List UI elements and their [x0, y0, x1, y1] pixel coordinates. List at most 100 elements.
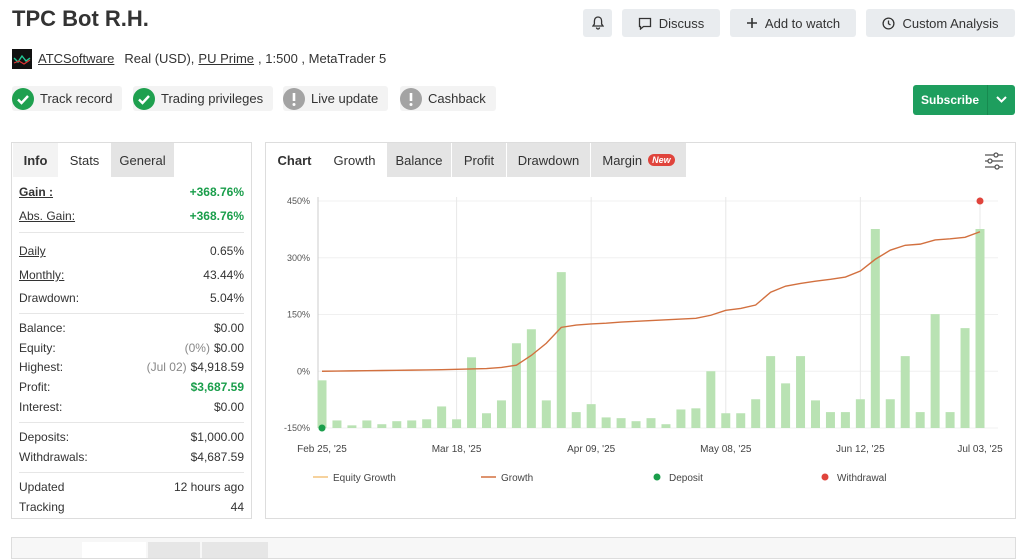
x-tick-label: Jun 12, '25 — [836, 444, 885, 455]
bar — [392, 421, 402, 428]
badge: Track record — [12, 86, 123, 111]
stat-row: Interest: $0.00 — [19, 399, 244, 415]
watch-button[interactable]: Add to watch — [730, 9, 856, 37]
stats-tab[interactable]: Info — [13, 143, 58, 177]
stat-row: Monthly: 43.44% — [19, 267, 244, 283]
separator — [19, 422, 244, 423]
stat-value-group: 0.65% — [210, 244, 244, 258]
stat-row: Withdrawals: $4,687.59 — [19, 449, 244, 465]
bar — [736, 413, 746, 428]
chart-panel: 450% 300% 150% 0% -150% Feb 25, '25 Mar 18, '2… — [265, 142, 1016, 519]
bar — [796, 356, 806, 428]
bar — [422, 419, 432, 428]
bar — [482, 413, 491, 428]
analysis-button[interactable]: Custom Analysis — [866, 9, 1015, 37]
plus-icon — [746, 18, 757, 28]
stat-label: Interest: — [19, 400, 63, 414]
notify-button[interactable] — [583, 9, 612, 37]
bar — [601, 417, 611, 428]
check-icon — [12, 87, 34, 110]
stat-value: 5.04% — [209, 291, 244, 305]
subscribe-button[interactable]: Subscribe — [913, 85, 1015, 115]
author-link[interactable]: ATCSoftware — [38, 51, 115, 66]
chart-tab[interactable]: Balance — [387, 143, 451, 177]
bar — [556, 272, 566, 428]
account-info: ATCSoftware Real (USD), PU Prime , 1:500… — [38, 51, 386, 66]
bar — [781, 383, 791, 428]
stat-label: Gain : — [19, 185, 54, 199]
tab-label: Drawdown — [517, 152, 580, 168]
bar — [407, 420, 417, 428]
button-label: Discuss — [658, 15, 705, 31]
bar — [706, 371, 716, 428]
bar — [437, 406, 447, 428]
chat-icon — [638, 17, 651, 30]
stat-label: Abs. Gain: — [19, 209, 76, 223]
bar — [496, 400, 506, 428]
x-tick-label: Jul 03, '25 — [957, 444, 1003, 455]
stat-row: Highest: (Jul 02) $4,918.59 — [19, 359, 244, 375]
chart-tab[interactable]: Profit — [452, 143, 506, 177]
separator — [19, 472, 244, 473]
stat-value: 12 hours ago — [173, 480, 244, 494]
legend-swatch — [821, 473, 829, 481]
chart-tab[interactable]: Margin New — [591, 143, 686, 177]
stat-note: (Jul 02) — [146, 360, 187, 374]
deposit-marker — [318, 424, 326, 432]
button-label: Custom Analysis — [902, 15, 999, 31]
bar — [900, 356, 910, 428]
button-label: Subscribe — [920, 93, 980, 107]
bar — [347, 425, 357, 428]
y-tick-label: 0% — [297, 366, 310, 376]
bar — [811, 400, 820, 428]
stat-value-group: 5.04% — [210, 291, 244, 305]
bar — [377, 424, 387, 428]
badge: Live update — [283, 86, 389, 111]
author-avatar — [12, 49, 32, 69]
y-tick-label: -150% — [284, 423, 310, 433]
stat-row: Drawdown: 5.04% — [19, 290, 244, 306]
legend-swatch — [653, 473, 661, 481]
bar — [541, 400, 551, 428]
stat-value: $1,000.00 — [190, 430, 244, 444]
stat-row: Profit: $3,687.59 — [19, 379, 244, 395]
account-details: , 1:500 , MetaTrader 5 — [258, 51, 387, 66]
withdrawal-marker — [976, 197, 984, 205]
clock-icon — [882, 16, 896, 30]
bar — [362, 420, 372, 428]
stat-label: Tracking — [19, 500, 65, 514]
stats-tab[interactable]: Stats — [59, 143, 110, 177]
stat-value: 43.44% — [203, 268, 244, 282]
stat-note: (0%) — [184, 341, 210, 355]
bar — [631, 421, 641, 428]
settings-icon[interactable] — [984, 152, 1004, 170]
growth-line — [321, 231, 981, 372]
x-tick-label: Mar 18, '25 — [432, 444, 482, 455]
discuss-button[interactable]: Discuss — [622, 9, 720, 37]
page-title: TPC Bot R.H. — [12, 6, 149, 31]
stats-tab[interactable]: General — [111, 143, 174, 177]
check-icon — [133, 87, 155, 110]
bar — [855, 399, 865, 428]
stat-value-group: 44 — [231, 500, 244, 514]
stat-label: Daily — [19, 244, 46, 258]
chart-tab[interactable]: Growth — [323, 143, 386, 177]
stat-label: Updated — [19, 480, 65, 494]
tab-label: Growth — [333, 152, 376, 168]
stat-label: Deposits: — [19, 430, 70, 444]
stat-value-group: 43.44% — [203, 268, 244, 282]
chart-tab[interactable]: Drawdown — [507, 143, 590, 177]
bar — [676, 409, 686, 428]
badge-label: Track record — [40, 91, 113, 106]
stat-label: Drawdown: — [19, 291, 80, 305]
stat-row: Abs. Gain: +368.76% — [19, 208, 244, 224]
tab-label: Profit — [463, 152, 495, 168]
stat-value-group: $0.00 — [214, 400, 244, 414]
broker-link[interactable]: PU Prime — [198, 51, 255, 66]
bar — [915, 412, 925, 428]
stat-value-group: (0%) $0.00 — [185, 341, 244, 355]
bar — [661, 424, 671, 428]
bar — [751, 399, 761, 428]
y-tick-label: 150% — [287, 310, 310, 320]
stat-row: Balance: $0.00 — [19, 320, 244, 336]
